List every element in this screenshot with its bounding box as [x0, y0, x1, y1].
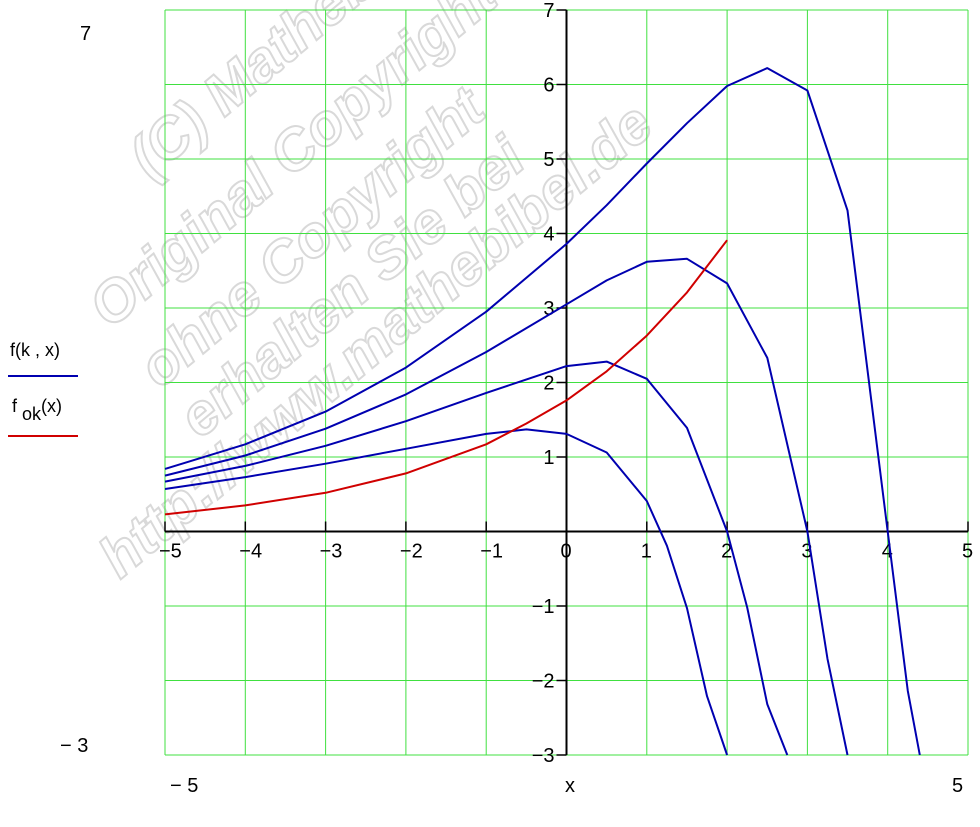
- x-tick-label: 0: [561, 541, 572, 563]
- series-line-3: [164, 257, 849, 756]
- x-tick-label: 2: [721, 541, 732, 563]
- x-tick-label: −5: [159, 541, 182, 563]
- x-tick-label: 4: [882, 541, 893, 563]
- x-tick-label: 3: [801, 541, 812, 563]
- x-tick-label: −1: [480, 541, 503, 563]
- y-tick-label: 3: [543, 298, 554, 320]
- series-line-4: [164, 67, 921, 756]
- legend-f-ok-sub: ok: [22, 404, 42, 424]
- series-line-1: [164, 428, 729, 756]
- x-tick-label: 1: [641, 541, 652, 563]
- y-tick-label: −2: [532, 671, 555, 693]
- y-tick-label: 7: [543, 0, 554, 22]
- x-tick-label: 5: [962, 541, 973, 563]
- x-min-label: − 5: [170, 775, 198, 797]
- y-tick-label: 5: [543, 149, 554, 171]
- x-axis-title: x: [565, 775, 575, 797]
- tick-labels: −5 −4 −3 −2 −1 0 1 2 3 4 5 7 6 5 4 3 2 1 −1 −2 −3: [159, 0, 973, 767]
- legend-label-f-ok: f ok(x): [12, 396, 62, 424]
- y-max-label: 7: [80, 23, 91, 45]
- x-max-label: 5: [952, 775, 963, 797]
- y-tick-label: −1: [532, 596, 555, 618]
- legend: f(k , x) f ok(x): [8, 340, 78, 437]
- x-tick-label: −4: [239, 541, 262, 563]
- x-tick-label: −3: [320, 541, 343, 563]
- series-line-2: [164, 360, 789, 756]
- x-tick-label: −2: [400, 541, 423, 563]
- y-tick-label: 2: [543, 373, 554, 395]
- legend-f-ok-main: f: [12, 396, 22, 416]
- y-min-label: − 3: [60, 735, 88, 757]
- axes: [164, 9, 969, 756]
- legend-label-f-k-x: f(k , x): [10, 340, 60, 360]
- y-tick-label: 6: [543, 75, 554, 97]
- y-tick-label: 4: [543, 224, 554, 246]
- y-tick-label: −3: [532, 745, 555, 767]
- y-tick-label: 1: [543, 447, 554, 469]
- series-group: [164, 67, 921, 756]
- series-line-5: [164, 239, 728, 516]
- legend-f-ok-tail: (x): [41, 396, 62, 416]
